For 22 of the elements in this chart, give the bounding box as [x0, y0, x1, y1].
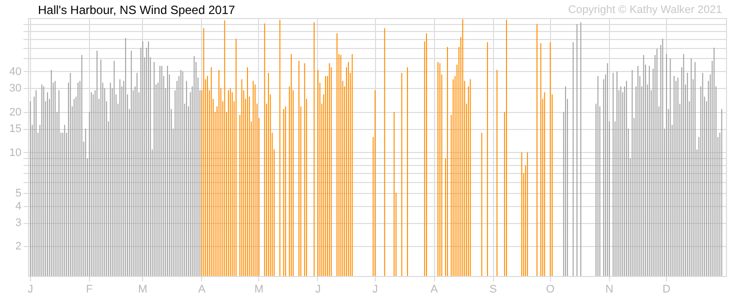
chart-title: Hall's Harbour, NS Wind Speed 2017 — [38, 3, 236, 17]
x-tick-label: M — [254, 284, 264, 296]
y-tick-label: 5 — [15, 187, 22, 200]
x-tick-label: D — [662, 284, 671, 296]
x-tick-label: M — [138, 284, 148, 296]
x-tick-label: O — [546, 284, 556, 296]
y-tick-label: 15 — [9, 123, 22, 136]
x-tick-label: A — [430, 284, 438, 296]
x-tick-label: F — [86, 284, 94, 296]
y-tick-label: 30 — [9, 82, 22, 95]
x-tick-label: A — [198, 284, 206, 296]
y-tick-label: 20 — [9, 106, 22, 118]
x-tick-label: N — [605, 284, 614, 296]
x-tick-label: J — [315, 284, 321, 296]
y-tick-label: 2 — [15, 240, 22, 253]
y-tick-label: 10 — [9, 146, 22, 159]
x-tick-label: S — [490, 284, 497, 296]
y-tick-label: 4 — [15, 200, 22, 212]
x-tick-label: J — [372, 284, 378, 296]
x-tick-label: J — [28, 284, 34, 296]
y-tick-label: 3 — [15, 217, 22, 230]
y-tick-label: 40 — [9, 66, 22, 78]
